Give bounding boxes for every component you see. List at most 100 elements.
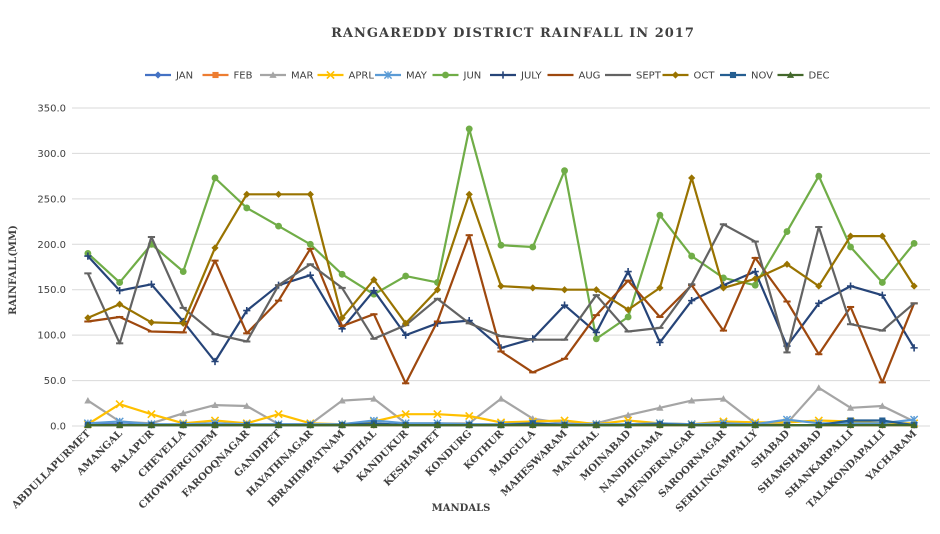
- data-point: [465, 125, 473, 133]
- data-point: [671, 71, 680, 79]
- data-point: [783, 260, 791, 268]
- data-point: [269, 71, 277, 78]
- x-axis-categories: ABDULLAPURMETAMANGALBALAPURCHEVELLACHOWD…: [9, 428, 919, 515]
- legend-label: AUG: [579, 71, 601, 82]
- data-point: [529, 421, 537, 428]
- legend-item: FEB: [202, 71, 253, 82]
- data-point: [115, 400, 124, 409]
- data-point: [274, 190, 283, 198]
- data-point: [433, 286, 442, 294]
- data-point: [465, 190, 473, 198]
- data-point: [624, 306, 632, 314]
- data-point: [910, 282, 918, 290]
- data-point: [783, 228, 791, 235]
- legend-label: FEB: [234, 71, 253, 82]
- data-point: [433, 410, 442, 419]
- data-point: [147, 421, 156, 428]
- legend-label: JAN: [175, 71, 193, 82]
- data-point: [401, 410, 410, 419]
- data-point: [719, 395, 728, 402]
- data-point: [402, 319, 410, 327]
- data-point: [370, 421, 378, 428]
- data-point: [499, 71, 507, 79]
- data-point: [338, 421, 346, 428]
- data-point: [878, 279, 886, 286]
- data-point: [402, 272, 410, 280]
- series-oct: [84, 174, 918, 327]
- data-point: [878, 232, 886, 240]
- data-point: [688, 252, 696, 260]
- data-point: [529, 243, 537, 251]
- legend-label: MAR: [291, 71, 313, 82]
- data-point: [497, 395, 505, 402]
- legend-label: OCT: [694, 71, 716, 82]
- data-point: [154, 71, 162, 79]
- y-tick-label: 50.0: [44, 376, 66, 387]
- data-point: [84, 396, 92, 404]
- x-axis-title: MANDALS: [432, 503, 491, 514]
- legend-item: JUN: [432, 71, 481, 82]
- data-point: [729, 71, 737, 79]
- x-category-label: KESHAMPET: [382, 428, 443, 489]
- data-point: [878, 291, 886, 299]
- data-point: [433, 421, 442, 428]
- data-point: [879, 417, 886, 424]
- y-tick-label: 300.0: [37, 149, 66, 160]
- chart-title: RANGAREDDY DISTRICT RAINFALL IN 2017: [331, 26, 695, 41]
- data-point: [688, 174, 696, 182]
- data-point: [910, 344, 918, 352]
- legend-label: APRL: [349, 71, 375, 82]
- data-point: [910, 421, 918, 428]
- data-point: [211, 244, 219, 252]
- chart-gridlines: [72, 107, 930, 427]
- legend-item: SEPT: [605, 71, 662, 82]
- data-point: [719, 421, 728, 428]
- data-point: [383, 70, 393, 80]
- data-point: [211, 357, 219, 366]
- data-point: [338, 314, 346, 322]
- y-tick-label: 200.0: [37, 240, 66, 251]
- data-point: [786, 71, 795, 78]
- data-point: [656, 211, 664, 219]
- legend-label: DEC: [809, 71, 830, 82]
- data-point: [497, 282, 505, 290]
- legend-item: JULY: [490, 71, 543, 82]
- data-point: [751, 281, 759, 289]
- data-point: [751, 267, 759, 276]
- data-point: [147, 280, 156, 288]
- data-point: [783, 421, 791, 428]
- y-axis-ticks: 0.0 50.0 100.0 150.0 200.0 250.0 300.0 350.0: [37, 104, 66, 433]
- y-axis-title: RAINFALL(MM): [8, 225, 19, 315]
- data-point: [243, 190, 251, 198]
- legend-label: JULY: [520, 71, 543, 82]
- data-point: [592, 421, 600, 428]
- legend-item: OCT: [662, 71, 716, 82]
- data-point: [306, 421, 314, 428]
- series-dec: [84, 421, 918, 428]
- data-point: [274, 421, 283, 428]
- data-point: [243, 307, 251, 315]
- y-tick-label: 250.0: [37, 194, 66, 205]
- data-point: [370, 276, 378, 284]
- data-point: [624, 411, 632, 418]
- data-point: [815, 299, 823, 307]
- data-point: [847, 417, 854, 424]
- data-point: [370, 395, 378, 402]
- data-point: [306, 190, 314, 198]
- data-point: [338, 396, 346, 404]
- data-point: [815, 282, 823, 290]
- data-point: [560, 301, 569, 309]
- data-point: [910, 239, 918, 247]
- series-sept: [84, 223, 918, 354]
- data-point: [878, 402, 886, 409]
- legend-item: NOV: [720, 71, 773, 82]
- data-point: [656, 338, 664, 347]
- data-point: [370, 287, 378, 295]
- data-point: [719, 284, 728, 292]
- data-point: [847, 243, 854, 251]
- data-point: [402, 331, 410, 339]
- data-point: [624, 267, 632, 276]
- y-tick-label: 150.0: [37, 285, 66, 296]
- data-point: [878, 421, 886, 428]
- data-point: [688, 421, 696, 428]
